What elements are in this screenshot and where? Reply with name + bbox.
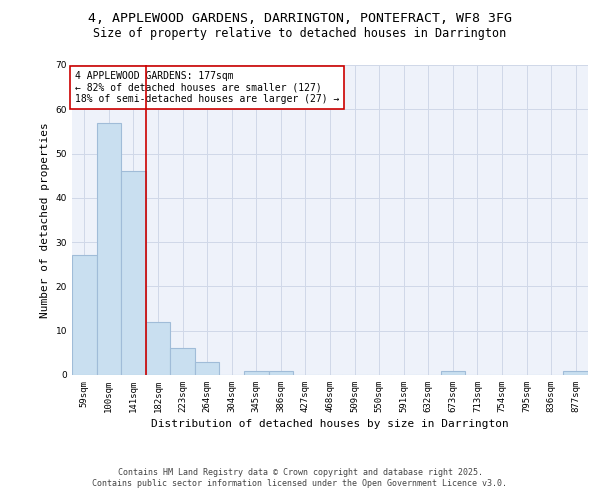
Bar [195,362,220,375]
Text: Size of property relative to detached houses in Darrington: Size of property relative to detached ho… [94,28,506,40]
Bar [97,122,121,375]
Text: Contains HM Land Registry data © Crown copyright and database right 2025.
Contai: Contains HM Land Registry data © Crown c… [92,468,508,487]
Bar [440,370,465,375]
X-axis label: Distribution of detached houses by size in Darrington: Distribution of detached houses by size … [151,419,509,429]
Text: 4 APPLEWOOD GARDENS: 177sqm
← 82% of detached houses are smaller (127)
18% of se: 4 APPLEWOOD GARDENS: 177sqm ← 82% of det… [74,71,339,104]
Bar [72,256,97,375]
Bar [146,322,170,375]
Text: 4, APPLEWOOD GARDENS, DARRINGTON, PONTEFRACT, WF8 3FG: 4, APPLEWOOD GARDENS, DARRINGTON, PONTEF… [88,12,512,26]
Bar [170,348,195,375]
Y-axis label: Number of detached properties: Number of detached properties [40,122,50,318]
Bar [563,370,588,375]
Bar [244,370,269,375]
Bar [121,172,146,375]
Bar [269,370,293,375]
